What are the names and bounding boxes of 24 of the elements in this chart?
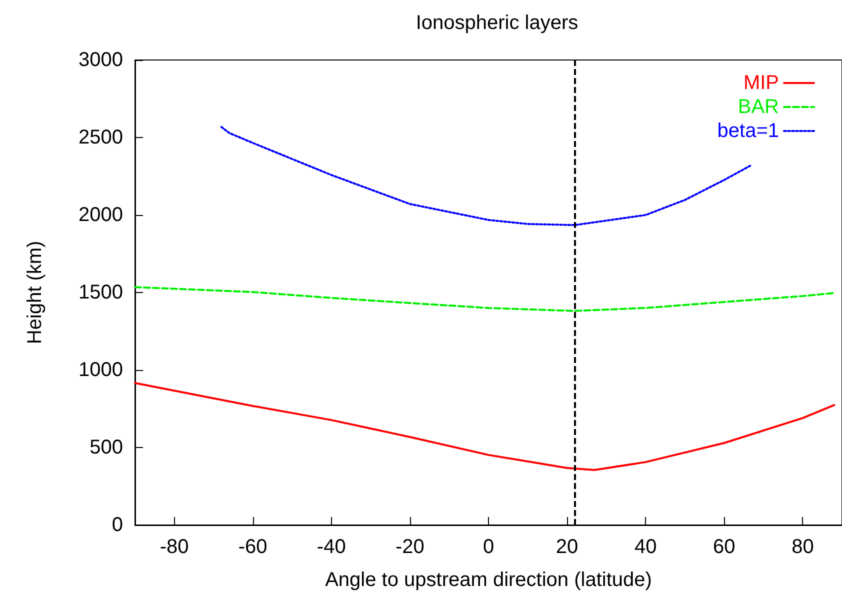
x-tick-label: 20 xyxy=(556,536,578,558)
x-tick-label: 60 xyxy=(713,536,736,558)
legend-label: BAR xyxy=(738,96,779,118)
y-tick-label: 2500 xyxy=(78,126,123,148)
line-series xyxy=(134,286,836,312)
x-tick-label: -20 xyxy=(395,536,424,558)
chart-title: Ionospheric layers xyxy=(416,12,578,34)
x-tick-label: -40 xyxy=(316,536,346,558)
x-axis-title: Angle to upstream direction (latitude) xyxy=(325,569,652,591)
x-tick-label: -60 xyxy=(238,536,268,558)
y-tick-label: 500 xyxy=(90,436,123,458)
y-tick-label: 1500 xyxy=(78,282,123,304)
x-tick-label: 0 xyxy=(482,536,494,558)
y-axis-title: Height (km) xyxy=(24,240,46,344)
legend-label: beta=1 xyxy=(717,120,779,142)
y-tick-label: 2000 xyxy=(78,204,123,226)
x-tick-label: 80 xyxy=(792,536,814,558)
x-tick-label: -80 xyxy=(160,536,189,558)
legend-label: MIP xyxy=(743,72,779,94)
line-series xyxy=(134,382,836,471)
y-tick-label: 3000 xyxy=(78,49,123,71)
x-tick-label: 40 xyxy=(634,536,657,558)
y-tick-label: 1000 xyxy=(78,359,123,381)
y-tick-label: 0 xyxy=(112,514,123,536)
